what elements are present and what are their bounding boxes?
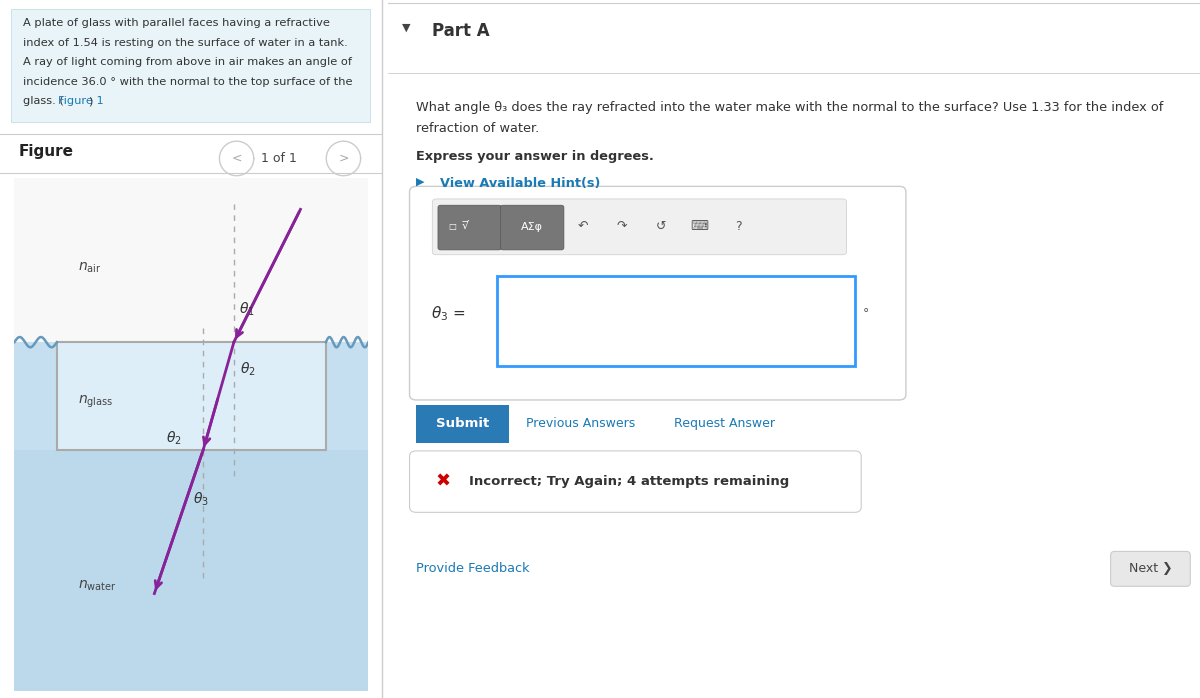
- Text: $n_\mathrm{glass}$: $n_\mathrm{glass}$: [78, 394, 114, 410]
- Text: What angle θ₃ does the ray refracted into the water make with the normal to the : What angle θ₃ does the ray refracted int…: [416, 101, 1164, 114]
- Text: ▼: ▼: [402, 22, 410, 32]
- Text: Figure: Figure: [19, 144, 74, 159]
- Text: $n_\mathrm{air}$: $n_\mathrm{air}$: [78, 260, 102, 275]
- Text: Submit: Submit: [436, 417, 490, 430]
- Text: Provide Feedback: Provide Feedback: [416, 563, 529, 575]
- Text: Previous Answers: Previous Answers: [526, 417, 635, 430]
- Text: $n_\mathrm{water}$: $n_\mathrm{water}$: [78, 579, 116, 593]
- Bar: [14, 342, 368, 691]
- Text: ↺: ↺: [655, 220, 666, 232]
- Text: Express your answer in degrees.: Express your answer in degrees.: [416, 150, 654, 163]
- Bar: [56, 342, 326, 450]
- Text: Part A: Part A: [432, 22, 490, 40]
- Text: A plate of glass with parallel faces having a refractive: A plate of glass with parallel faces hav…: [23, 18, 330, 28]
- FancyBboxPatch shape: [500, 205, 564, 250]
- Text: Incorrect; Try Again; 4 attempts remaining: Incorrect; Try Again; 4 attempts remaini…: [469, 475, 790, 488]
- Text: ⌨: ⌨: [690, 220, 708, 232]
- Text: ↷: ↷: [617, 220, 626, 232]
- Text: incidence 36.0 ° with the normal to the top surface of the: incidence 36.0 ° with the normal to the …: [23, 77, 353, 87]
- Text: √̅: √̅: [461, 221, 468, 231]
- Text: A ray of light coming from above in air makes an angle of: A ray of light coming from above in air …: [23, 57, 352, 67]
- Text: ?: ?: [736, 220, 742, 232]
- Text: $\theta_3$ =: $\theta_3$ =: [431, 304, 466, 322]
- Text: ): ): [89, 96, 92, 106]
- Text: 1 of 1: 1 of 1: [260, 152, 296, 165]
- Text: glass. (: glass. (: [23, 96, 64, 106]
- Text: $\theta_2$: $\theta_2$: [240, 361, 256, 378]
- Text: $\theta_3$: $\theta_3$: [192, 491, 209, 508]
- Text: $\theta_2$: $\theta_2$: [166, 429, 181, 447]
- Text: °: °: [863, 307, 869, 320]
- Bar: [14, 450, 368, 691]
- Text: □: □: [448, 222, 456, 230]
- Text: >: >: [338, 152, 349, 165]
- Text: ΑΣφ: ΑΣφ: [521, 222, 544, 232]
- Bar: [416, 405, 510, 443]
- FancyBboxPatch shape: [1111, 551, 1190, 586]
- FancyBboxPatch shape: [432, 199, 847, 255]
- FancyBboxPatch shape: [409, 451, 862, 512]
- Text: $\theta_1$: $\theta_1$: [239, 301, 254, 318]
- Text: index of 1.54 is resting on the surface of water in a tank.: index of 1.54 is resting on the surface …: [23, 38, 348, 47]
- Bar: [14, 178, 368, 342]
- Bar: [497, 276, 854, 366]
- Text: View Available Hint(s): View Available Hint(s): [440, 177, 601, 190]
- Text: Figure 1: Figure 1: [58, 96, 103, 106]
- Text: ▶: ▶: [416, 177, 425, 186]
- Text: <: <: [232, 152, 242, 165]
- FancyBboxPatch shape: [12, 9, 370, 122]
- FancyBboxPatch shape: [438, 205, 502, 250]
- Text: refraction of water.: refraction of water.: [416, 122, 539, 135]
- Text: Next ❯: Next ❯: [1129, 563, 1172, 575]
- Text: Request Answer: Request Answer: [673, 417, 774, 430]
- Text: ✖: ✖: [436, 473, 450, 491]
- FancyBboxPatch shape: [409, 186, 906, 400]
- Text: ↶: ↶: [577, 220, 588, 232]
